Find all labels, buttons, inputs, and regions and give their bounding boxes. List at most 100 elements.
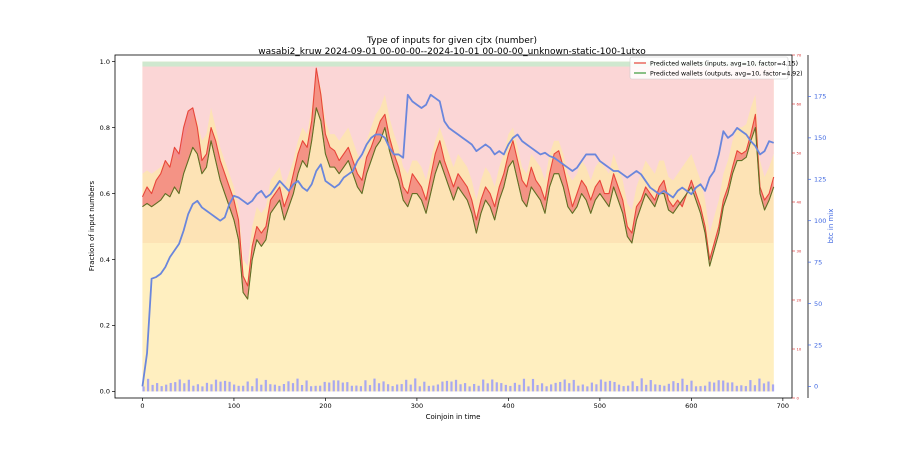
- blue-bar: [486, 383, 489, 392]
- blue-bar: [291, 383, 295, 392]
- blue-bar: [364, 380, 367, 392]
- blue-bar: [300, 385, 304, 392]
- y3-tick-label: 10: [797, 347, 802, 352]
- blue-bar: [346, 382, 349, 392]
- blue-bar: [672, 381, 675, 392]
- blue-bar: [205, 382, 209, 392]
- y-axis-right-btc: 0 25 50 75 100 125 150 175: [808, 93, 826, 391]
- y2-tick-label: 125: [814, 176, 826, 184]
- blue-bar: [151, 384, 154, 392]
- blue-bar: [459, 384, 462, 392]
- blue-bar: [246, 381, 249, 392]
- blue-bar: [233, 384, 236, 392]
- chart-subtitle: wasabi2_kruw 2024-09-01 00-00-00--2024-1…: [258, 47, 646, 57]
- blue-bar: [391, 386, 394, 392]
- blue-bar: [359, 386, 363, 392]
- blue-bar: [590, 382, 593, 392]
- blue-bar: [396, 384, 399, 392]
- blue-bar: [636, 386, 639, 392]
- y2-tick-label: 25: [814, 341, 822, 349]
- y-tick-label: 1.0: [100, 58, 110, 66]
- blue-bar: [314, 385, 317, 392]
- blue-bar: [187, 379, 190, 392]
- blue-bar: [645, 384, 648, 392]
- blue-bar: [586, 386, 589, 392]
- blue-bar: [165, 384, 168, 392]
- blue-bar: [667, 383, 670, 392]
- band-yellow: [142, 242, 774, 392]
- blue-bar: [332, 380, 335, 392]
- blue-bar: [169, 382, 172, 392]
- x-tick-label: 200: [319, 402, 331, 410]
- blue-bar: [753, 385, 757, 392]
- blue-bar: [500, 383, 503, 392]
- wallet-difference-fills: [142, 68, 774, 300]
- legend: Predicted wallets (inputs, avg=10, facto…: [629, 56, 803, 80]
- blue-bar: [382, 381, 385, 392]
- blue-bar: [522, 378, 526, 392]
- y-tick-label: 0.4: [100, 256, 110, 264]
- series-line-overlap: [142, 107, 775, 300]
- blue-bar: [482, 379, 485, 392]
- blue-bar: [676, 382, 680, 392]
- legend-box: [629, 56, 789, 80]
- blue-bar: [554, 382, 557, 392]
- blue-bar: [414, 378, 417, 392]
- blue-bar: [160, 386, 163, 392]
- blue-bar: [255, 378, 258, 392]
- blue-bar: [427, 385, 430, 392]
- chart-title: Type of inputs for given cjtx (number): [366, 36, 537, 46]
- blue-bar: [192, 385, 195, 392]
- y-tick-label: 0.8: [100, 124, 110, 132]
- blue-bar: [269, 384, 272, 392]
- blue-bar: [617, 384, 621, 392]
- blue-bar: [699, 386, 702, 392]
- blue-bar: [445, 380, 449, 392]
- blue-bar: [694, 386, 698, 392]
- blue-bar: [219, 381, 222, 392]
- blue-bar: [178, 379, 181, 392]
- blue-bar: [337, 380, 340, 392]
- plot-frame: [114, 54, 793, 399]
- blue-bar: [663, 385, 666, 392]
- blue-bar: [436, 384, 440, 392]
- blue-bar: [228, 381, 231, 392]
- blue-bar: [722, 380, 725, 392]
- blue-bar: [473, 383, 476, 392]
- blue-bar: [409, 384, 412, 392]
- blue-bar: [264, 379, 267, 392]
- blue-bar: [468, 386, 471, 392]
- x-tick-label: 700: [777, 402, 789, 410]
- blue-bar: [559, 381, 562, 392]
- blue-bar: [454, 379, 458, 392]
- blue-bar: [237, 385, 240, 392]
- blue-bar: [350, 385, 353, 392]
- blue-bar: [713, 382, 716, 392]
- blue-bar: [550, 384, 553, 392]
- blue-bar: [432, 385, 435, 392]
- blue-bar: [731, 382, 734, 392]
- blue-bar: [572, 379, 575, 392]
- blue-bar: [210, 384, 213, 392]
- blue-bar: [377, 383, 381, 392]
- y3-tick-label: 50: [797, 151, 802, 156]
- blue-bar: [400, 384, 403, 392]
- blue-bar: [201, 386, 204, 392]
- blue-bar: [156, 383, 159, 392]
- y2-tick-label: 0: [814, 383, 818, 391]
- y2-tick-label: 175: [814, 93, 826, 101]
- blue-bar: [568, 383, 571, 392]
- blue-bar: [631, 381, 634, 392]
- blue-bar: [771, 384, 775, 392]
- background-bands: [142, 61, 775, 392]
- blue-bar: [640, 378, 643, 392]
- y3-tick-label: 20: [797, 298, 802, 303]
- blue-bar: [355, 385, 358, 392]
- x-tick-label: 300: [411, 402, 423, 410]
- blue-bar: [296, 378, 299, 392]
- y-axis-left: 0.0 0.2 0.4 0.6 0.8 1.0: [100, 58, 115, 396]
- blue-bar: [608, 380, 612, 392]
- blue-bar: [328, 382, 331, 392]
- blue-bar: [174, 382, 177, 392]
